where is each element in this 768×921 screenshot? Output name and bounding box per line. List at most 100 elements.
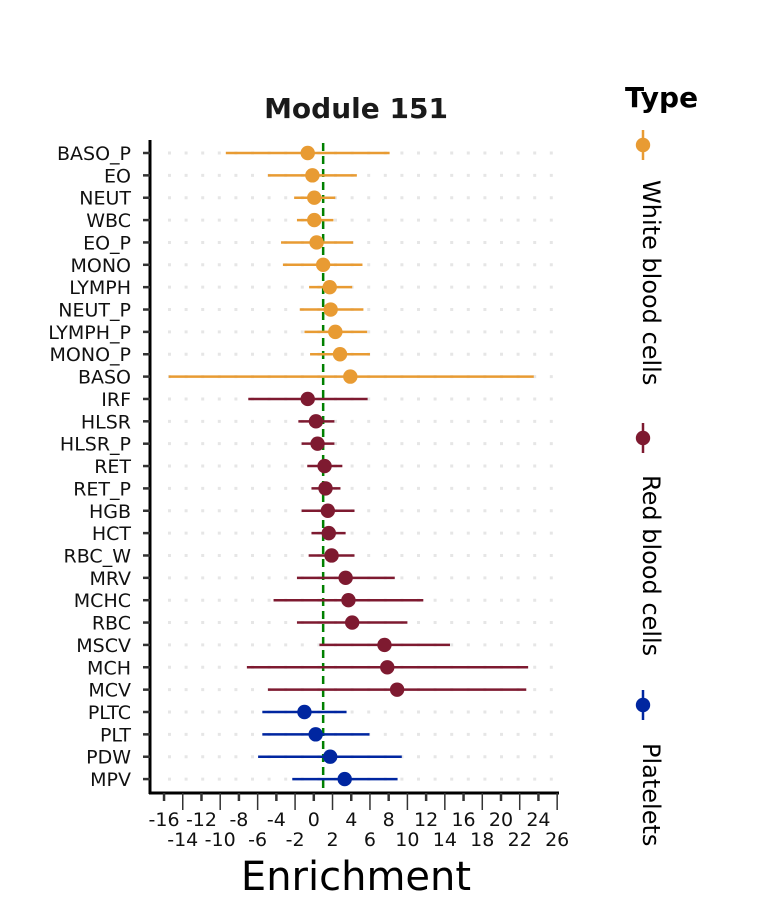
point (308, 727, 323, 742)
row-wbc (296, 212, 334, 228)
point (328, 324, 343, 340)
legend-label: Red blood cells (637, 475, 665, 656)
x-tick-label: -6 (248, 829, 267, 851)
x-axis-label: Enrichment (241, 854, 471, 900)
x-tick-label: 10 (395, 829, 419, 851)
row-lymph (309, 279, 353, 295)
point (343, 369, 358, 384)
point (337, 771, 352, 787)
x-tick-label: -8 (229, 809, 248, 831)
grid (168, 151, 555, 781)
y-tick-label: PDW (86, 747, 131, 769)
row-mono (282, 257, 363, 272)
y-tick-label: RBC (92, 613, 131, 635)
row-mscv (319, 637, 450, 653)
row-rbc (296, 615, 408, 630)
y-tick-label: PLT (100, 724, 131, 746)
x-tick-label: -4 (267, 809, 286, 831)
point (377, 637, 392, 653)
point (322, 279, 337, 295)
y-tick-label: EO (104, 165, 131, 187)
row-lymph-p (304, 324, 368, 340)
y-tick-label: HCT (92, 523, 132, 545)
row-irf (248, 391, 368, 407)
point (309, 235, 324, 250)
x-tick-label: -10 (205, 829, 236, 851)
x-tick-label: 12 (414, 809, 438, 831)
legend-item-red-blood-cells: Red blood cells (635, 423, 665, 656)
row-mpv (292, 771, 398, 787)
legend: Type White blood cells Red blood cells Pla… (625, 81, 698, 846)
legend-label: Platelets (637, 743, 665, 846)
x-tick-label: 24 (526, 809, 550, 831)
point (321, 525, 336, 541)
y-tick-label: LYMPH_P (48, 322, 131, 344)
x-tick-label: -16 (149, 809, 180, 831)
data-marks (168, 145, 534, 787)
point (307, 212, 322, 228)
x-tick-label: 0 (308, 809, 320, 831)
row-pltc (262, 704, 347, 720)
x-tick-label: 6 (364, 829, 376, 851)
legend-title: Type (625, 81, 698, 114)
y-tick-label: BASO (78, 367, 131, 389)
row-ret-p (311, 481, 341, 496)
legend-item-white-blood-cells: White blood cells (635, 130, 665, 385)
y-tick-label: MSCV (76, 635, 131, 657)
point (300, 145, 315, 161)
point (318, 481, 333, 496)
row-hlsr (298, 414, 335, 429)
y-tick-label: IRF (101, 389, 131, 411)
row-mchc (273, 593, 424, 608)
row-hlsr-p (301, 436, 335, 451)
y-tick-label: RET (94, 456, 131, 478)
x-tick-label: 2 (326, 829, 338, 851)
point (324, 548, 339, 563)
y-tick-label: MRV (89, 568, 131, 590)
row-baso (168, 369, 534, 384)
x-tick-label: 20 (489, 809, 513, 831)
legend-key-point (635, 430, 651, 446)
point (322, 749, 338, 764)
x-tick-label: 18 (470, 829, 494, 851)
point (341, 593, 356, 608)
y-tick-label: PLTC (88, 702, 131, 724)
legend-label: White blood cells (637, 180, 665, 385)
row-neut-p (299, 302, 364, 317)
row-mch (246, 660, 529, 675)
y-tick-label: MPV (90, 769, 131, 791)
x-tick-label: -2 (286, 829, 305, 851)
point (307, 190, 322, 205)
row-neut (294, 190, 336, 205)
y-tick-label: HGB (89, 501, 131, 523)
y-tick-label: HLSR_P (60, 434, 131, 456)
y-tick-label: EO_P (83, 232, 131, 254)
legend-key-point (635, 137, 651, 153)
row-plt (262, 727, 370, 742)
y-tick-label: WBC (86, 210, 131, 232)
point (300, 391, 315, 407)
y-tick-label: MONO (70, 255, 131, 277)
row-mrv (296, 570, 395, 586)
x-tick-label: 16 (451, 809, 475, 831)
x-tick-label: -14 (167, 829, 198, 851)
axes: BASO_PEONEUTWBCEO_PMONOLYMPHNEUT_PLYMPH_… (48, 140, 569, 851)
point (310, 436, 325, 451)
x-tick-label: 4 (345, 809, 357, 831)
point (338, 570, 353, 586)
point (323, 302, 338, 317)
row-mono-p (310, 347, 370, 362)
y-tick-label: MCV (88, 680, 131, 702)
point (305, 168, 320, 183)
y-tick-label: RET_P (73, 478, 131, 500)
y-tick-label: BASO_P (57, 143, 131, 165)
x-tick-label: 26 (545, 829, 569, 851)
point (380, 660, 395, 675)
y-tick-label: NEUT_P (58, 300, 131, 322)
y-tick-label: MCH (87, 657, 131, 679)
row-eo-p (281, 235, 354, 250)
point (297, 704, 312, 720)
chart-title: Module 151 (264, 92, 448, 125)
row-hct (311, 525, 346, 541)
